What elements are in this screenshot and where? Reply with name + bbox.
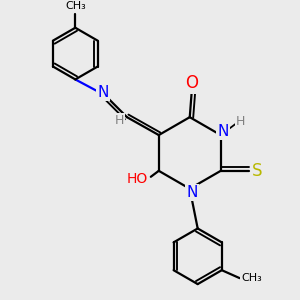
Text: CH₃: CH₃ bbox=[65, 1, 86, 11]
Text: HO: HO bbox=[126, 172, 148, 186]
Text: H: H bbox=[236, 115, 245, 128]
Text: O: O bbox=[185, 74, 198, 92]
Text: S: S bbox=[252, 162, 263, 180]
Text: N: N bbox=[98, 85, 109, 100]
Text: N: N bbox=[186, 185, 197, 200]
Text: H: H bbox=[114, 114, 124, 127]
Text: CH₃: CH₃ bbox=[241, 273, 262, 283]
Text: N: N bbox=[217, 124, 228, 139]
